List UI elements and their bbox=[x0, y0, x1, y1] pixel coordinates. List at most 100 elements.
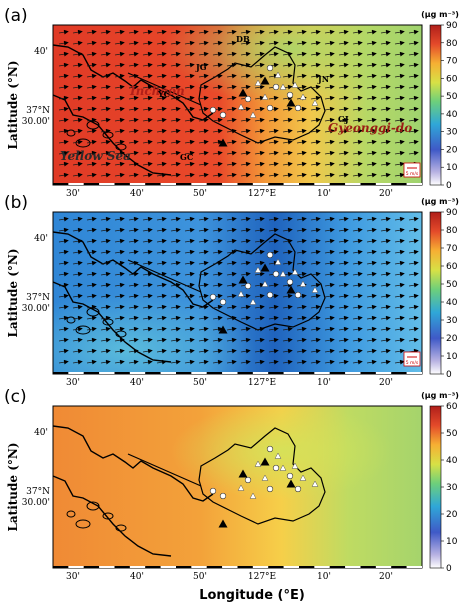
site-marker-circle bbox=[294, 291, 302, 299]
colorbar-tick-label: 60 bbox=[446, 402, 458, 412]
x-tick-label: 30' bbox=[66, 572, 80, 582]
site-marker-triangle bbox=[237, 290, 245, 297]
concentration-field-overlay bbox=[53, 25, 422, 185]
x-tick-label: 30' bbox=[66, 378, 80, 388]
x-tick-label: 10' bbox=[317, 189, 331, 199]
concentration-field-overlay bbox=[53, 406, 422, 568]
colorbar-tick-label: 50 bbox=[446, 280, 458, 290]
colorbar-tick-label: 0 bbox=[446, 370, 452, 380]
colorbar-tick-label: 60 bbox=[446, 262, 458, 272]
x-tick-label: 50' bbox=[193, 378, 207, 388]
site-label: GJ bbox=[338, 114, 349, 124]
site-marker-circle bbox=[286, 91, 294, 99]
site-marker-circle bbox=[244, 95, 252, 103]
y-tick-label: 40' bbox=[34, 428, 48, 438]
x-tick-label: 30' bbox=[66, 189, 80, 199]
site-marker-circle bbox=[266, 445, 274, 453]
panel-c: (c) 30' 40' 50' 127°E 10' 20' 40' 37°N30.00'Lati… bbox=[4, 387, 459, 582]
x-axis-label: Longitude (°E) bbox=[199, 588, 305, 603]
colorbar-tick-label: 60 bbox=[446, 74, 458, 84]
site-marker-triangle bbox=[299, 93, 307, 100]
panel-b: (b) 5 m/s 30' 40' 50' 127°E 10' 20' 40' 37°N30.00… bbox=[4, 193, 459, 388]
x-tick-label: 50' bbox=[193, 572, 207, 582]
site-marker-filled bbox=[286, 98, 296, 107]
site-marker-circle bbox=[266, 64, 274, 72]
site-marker-triangle bbox=[291, 462, 299, 469]
site-marker-filled bbox=[286, 479, 296, 488]
concentration-field-overlay bbox=[53, 212, 422, 374]
site-marker-triangle bbox=[274, 71, 282, 78]
colorbar-tick-label: 10 bbox=[446, 537, 458, 547]
colorbar-tick-label: 90 bbox=[446, 21, 458, 31]
site-marker-triangle bbox=[274, 452, 282, 459]
seoul-boundary bbox=[198, 233, 326, 331]
site-marker-triangle bbox=[237, 103, 245, 110]
y-tick-label: 40' bbox=[34, 47, 48, 57]
colorbar-tick-label: 30 bbox=[446, 316, 458, 326]
site-marker-filled bbox=[238, 88, 248, 97]
site-marker-circle bbox=[266, 291, 274, 299]
site-marker-circle bbox=[266, 104, 274, 112]
site-marker-triangle bbox=[254, 460, 262, 467]
colorbar bbox=[429, 405, 442, 569]
panel-letter: (b) bbox=[4, 193, 28, 213]
colorbar bbox=[429, 24, 442, 186]
colorbar-tick-label: 20 bbox=[446, 510, 458, 520]
site-marker-circle bbox=[209, 487, 217, 495]
colorbar-tick-label: 50 bbox=[446, 92, 458, 102]
colorbar-unit: (μg m⁻³) bbox=[421, 10, 459, 19]
wind-scale-box bbox=[403, 351, 421, 367]
site-marker-triangle bbox=[279, 464, 287, 471]
y-tick-label: 30.00' bbox=[22, 498, 50, 508]
site-marker-circle bbox=[209, 293, 217, 301]
panel-letter: (a) bbox=[4, 6, 28, 26]
panels: (a) Incheon Gyeonggi-do Yellow Sea DB JG JN YC G… bbox=[4, 6, 459, 582]
site-marker-triangle bbox=[299, 474, 307, 481]
site-label: DB bbox=[236, 34, 250, 44]
site-marker-triangle bbox=[261, 474, 269, 481]
wind-scale-label: 5 m/s bbox=[406, 360, 419, 366]
x-tick-label: 20' bbox=[379, 572, 393, 582]
site-marker-triangle bbox=[261, 280, 269, 287]
site-marker-triangle bbox=[261, 93, 269, 100]
monitoring-sites bbox=[209, 64, 319, 147]
site-marker-triangle bbox=[237, 484, 245, 491]
site-marker-triangle bbox=[249, 111, 257, 118]
site-marker-filled bbox=[260, 263, 270, 272]
site-marker-circle bbox=[219, 298, 227, 306]
site-marker-circle bbox=[219, 492, 227, 500]
coastline bbox=[52, 425, 326, 557]
colorbar-tick-label: 0 bbox=[446, 564, 452, 574]
x-tick-label: 10' bbox=[317, 572, 331, 582]
site-label: YC bbox=[157, 89, 170, 99]
site-marker-circle bbox=[266, 251, 274, 259]
site-marker-circle bbox=[286, 472, 294, 480]
site-marker-circle bbox=[219, 111, 227, 119]
colorbar-tick-label: 20 bbox=[446, 334, 458, 344]
site-marker-triangle bbox=[311, 480, 319, 487]
site-marker-circle bbox=[294, 104, 302, 112]
y-tick-label: 37°N bbox=[26, 487, 50, 497]
x-tick-label: 20' bbox=[379, 189, 393, 199]
site-marker-circle bbox=[286, 278, 294, 286]
river bbox=[127, 453, 202, 487]
colorbar-tick-label: 40 bbox=[446, 298, 458, 308]
site-marker-filled bbox=[260, 457, 270, 466]
wind-scale-box bbox=[403, 162, 421, 178]
place-label: Gyeonggi-do bbox=[328, 121, 412, 135]
colorbar-tick-label: 40 bbox=[446, 110, 458, 120]
site-label: GC bbox=[180, 152, 193, 162]
site-marker-triangle bbox=[254, 79, 262, 86]
colorbar-tick-label: 90 bbox=[446, 208, 458, 218]
site-marker-triangle bbox=[279, 83, 287, 90]
x-tick-label: 50' bbox=[193, 189, 207, 199]
seoul-boundary bbox=[198, 427, 326, 525]
x-tick-label: 127°E bbox=[248, 189, 276, 199]
site-marker-filled bbox=[218, 325, 228, 334]
site-marker-filled bbox=[218, 138, 228, 147]
site-marker-circle bbox=[294, 485, 302, 493]
colorbar-tick-label: 30 bbox=[446, 128, 458, 138]
y-axis-label: Latitude (°N) bbox=[6, 248, 20, 337]
x-tick-label: 40' bbox=[130, 572, 144, 582]
site-marker-filled bbox=[238, 275, 248, 284]
